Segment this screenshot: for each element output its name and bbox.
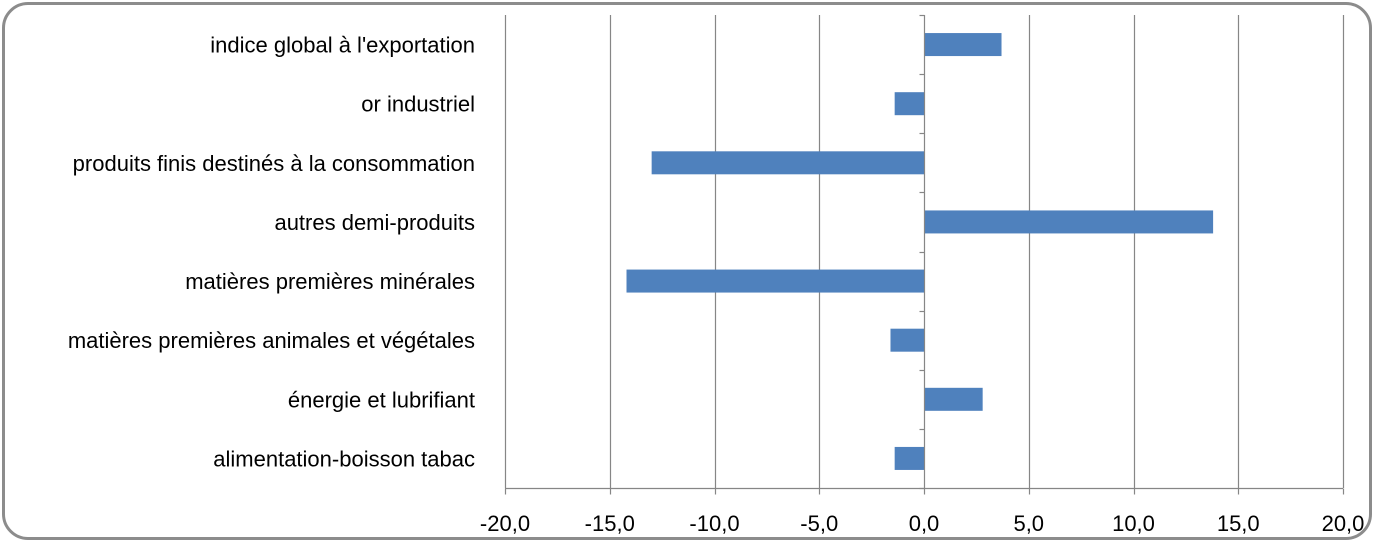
bar-6 bbox=[924, 387, 983, 411]
x-tick-label-2: -10,0 bbox=[689, 511, 739, 536]
category-label-6: énergie et lubrifiant bbox=[288, 387, 475, 412]
x-tick-label-5: 5,0 bbox=[1013, 511, 1044, 536]
x-tick-labels: -20,0 -15,0 -10,0 -5,0 0,0 5,0 10,0 15,0 20,0 bbox=[480, 511, 1364, 536]
x-tick-label-7: 15,0 bbox=[1217, 511, 1260, 536]
x-tick-label-4: 0,0 bbox=[909, 511, 940, 536]
bar-5 bbox=[890, 328, 924, 352]
x-tick-label-1: -15,0 bbox=[585, 511, 635, 536]
gridlines bbox=[504, 15, 1345, 488]
bars bbox=[626, 33, 1214, 470]
category-label-5: matières premières animales et végétales bbox=[68, 328, 475, 353]
category-label-3: autres demi-produits bbox=[274, 210, 475, 235]
x-tick-label-0: -20,0 bbox=[480, 511, 530, 536]
category-label-2: produits finis destinés à la consommatio… bbox=[73, 151, 475, 176]
category-label-0: indice global à l'exportation bbox=[210, 33, 475, 58]
x-tick-label-3: -5,0 bbox=[800, 511, 838, 536]
x-tick-label-6: 10,0 bbox=[1112, 511, 1155, 536]
category-labels: indice global à l'exportation or industri… bbox=[68, 33, 475, 472]
category-label-7: alimentation-boisson tabac bbox=[213, 446, 475, 471]
bar-4 bbox=[626, 269, 924, 293]
bar-1 bbox=[894, 92, 924, 116]
bar-3 bbox=[924, 210, 1214, 234]
bar-2 bbox=[651, 151, 924, 175]
x-tick-label-8: 20,0 bbox=[1322, 511, 1365, 536]
bar-7 bbox=[894, 446, 924, 470]
category-label-1: or industriel bbox=[361, 92, 475, 117]
category-label-4: matières premières minérales bbox=[185, 269, 475, 294]
bar-0 bbox=[924, 33, 1002, 57]
axes bbox=[504, 14, 1345, 495]
